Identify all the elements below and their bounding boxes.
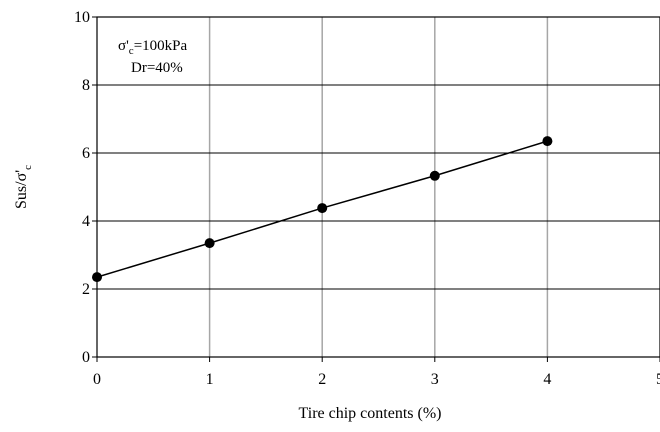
x-tick-label: 4 [543,371,551,388]
annotation-pressure: =100kPa [134,38,188,54]
x-axis-title: Tire chip contents (%) [299,405,442,422]
y-tick-label: 10 [74,9,90,26]
data-point [204,238,215,249]
series-layer [92,136,553,283]
grid-lines [97,17,660,357]
y-axis-title: Sus/σ'c [13,165,34,209]
y-axis-ticks: 0 2 4 6 8 10 [74,9,97,366]
data-point [429,170,440,181]
y-tick-label: 2 [82,281,90,298]
annotation-line-1: σ'c=100kPa [118,38,187,57]
data-point [317,203,328,214]
data-point [542,136,553,147]
y-tick-label: 4 [82,213,90,230]
x-axis-ticks: 0 1 2 3 4 5 [93,357,660,388]
y-tick-label: 0 [82,349,90,366]
x-tick-label: 0 [93,371,101,388]
x-tick-label: 1 [206,371,214,388]
data-point [92,272,102,283]
x-tick-label: 2 [318,371,326,388]
annotation-sigma: σ' [118,38,129,54]
y-tick-label: 6 [82,145,90,162]
x-tick-label: 3 [431,371,439,388]
y-axis-title-main: Sus/σ' [13,170,30,209]
y-axis-title-subscript: c [22,165,34,170]
plot-area-frame [96,16,660,358]
annotation-subscript: c [129,45,134,57]
y-tick-label: 8 [82,77,90,94]
annotation-line-2: Dr=40% [131,60,183,76]
x-tick-label: 5 [656,371,660,388]
